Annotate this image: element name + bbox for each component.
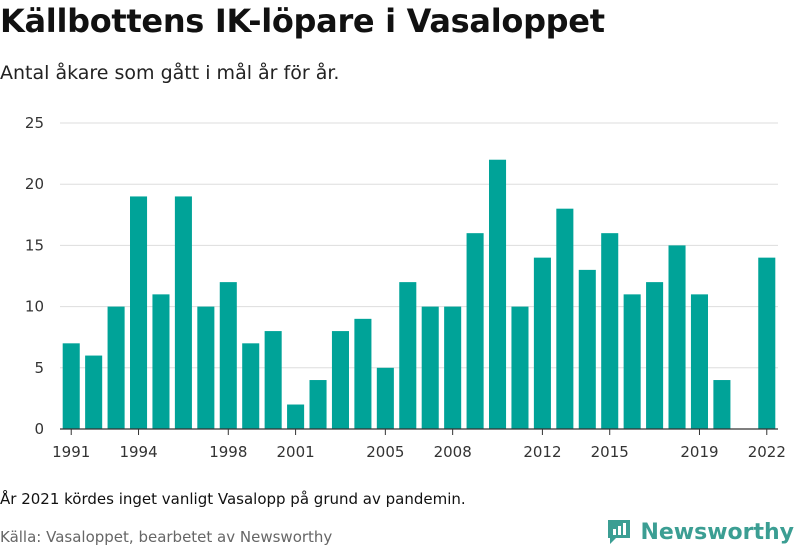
y-tick-label: 15 (25, 236, 44, 254)
bar (152, 294, 170, 429)
x-tick-label: 2001 (277, 443, 315, 461)
bar (130, 196, 148, 429)
bar (690, 294, 708, 429)
bar (219, 282, 237, 429)
x-tick-label: 2008 (434, 443, 472, 461)
bar (287, 404, 305, 429)
bar (533, 257, 551, 429)
chart-title: Källbottens IK-löpare i Vasaloppet (0, 2, 605, 40)
y-tick-label: 10 (25, 298, 44, 316)
bar (264, 331, 282, 429)
x-tick-label: 2019 (680, 443, 718, 461)
bar (62, 343, 80, 429)
bar (309, 380, 327, 429)
brand-name: Newsworthy (640, 519, 794, 545)
newsworthy-logo-icon (608, 520, 631, 544)
bar (197, 306, 215, 429)
bar (601, 233, 619, 429)
bar (668, 245, 686, 429)
source-credit: Källa: Vasaloppet, bearbetet av Newswort… (0, 528, 333, 546)
y-tick-label: 20 (25, 175, 44, 193)
bar (623, 294, 641, 429)
chart-subtitle: Antal åkare som gått i mål år för år. (0, 62, 340, 84)
bar (713, 380, 731, 429)
bar (556, 208, 574, 429)
bar (578, 269, 596, 429)
bar (174, 196, 192, 429)
bar (107, 306, 125, 429)
x-tick-label: 1994 (119, 443, 157, 461)
y-tick-label: 5 (34, 359, 44, 377)
bar (758, 257, 776, 429)
brand-logo: Newsworthy (606, 518, 794, 546)
bar (399, 282, 417, 429)
bar (511, 306, 529, 429)
bars (62, 159, 776, 429)
footnote: År 2021 kördes inget vanligt Vasalopp på… (0, 490, 466, 508)
bar-chart: 0 5 10 15 20 25 1991 1994 1998 2001 2005 2008 2012 20… (25, 114, 786, 461)
bar (354, 318, 372, 429)
bar (242, 343, 260, 429)
bar (646, 282, 664, 429)
y-tick-label: 0 (34, 420, 44, 438)
x-tick-label: 2012 (523, 443, 561, 461)
bar (421, 306, 439, 429)
bar (85, 355, 103, 429)
x-tick-label: 2022 (748, 443, 786, 461)
bar (331, 331, 349, 429)
bar (489, 159, 507, 429)
bar (444, 306, 462, 429)
bar (466, 233, 484, 429)
x-tick-label: 2015 (591, 443, 629, 461)
bar (376, 367, 394, 429)
y-tick-label: 25 (25, 114, 44, 132)
axes: 0 5 10 15 20 25 1991 1994 1998 2001 2005 2008 2012 20… (25, 114, 786, 461)
x-tick-label: 1998 (209, 443, 247, 461)
x-tick-label: 1991 (52, 443, 90, 461)
x-tick-label: 2005 (366, 443, 404, 461)
